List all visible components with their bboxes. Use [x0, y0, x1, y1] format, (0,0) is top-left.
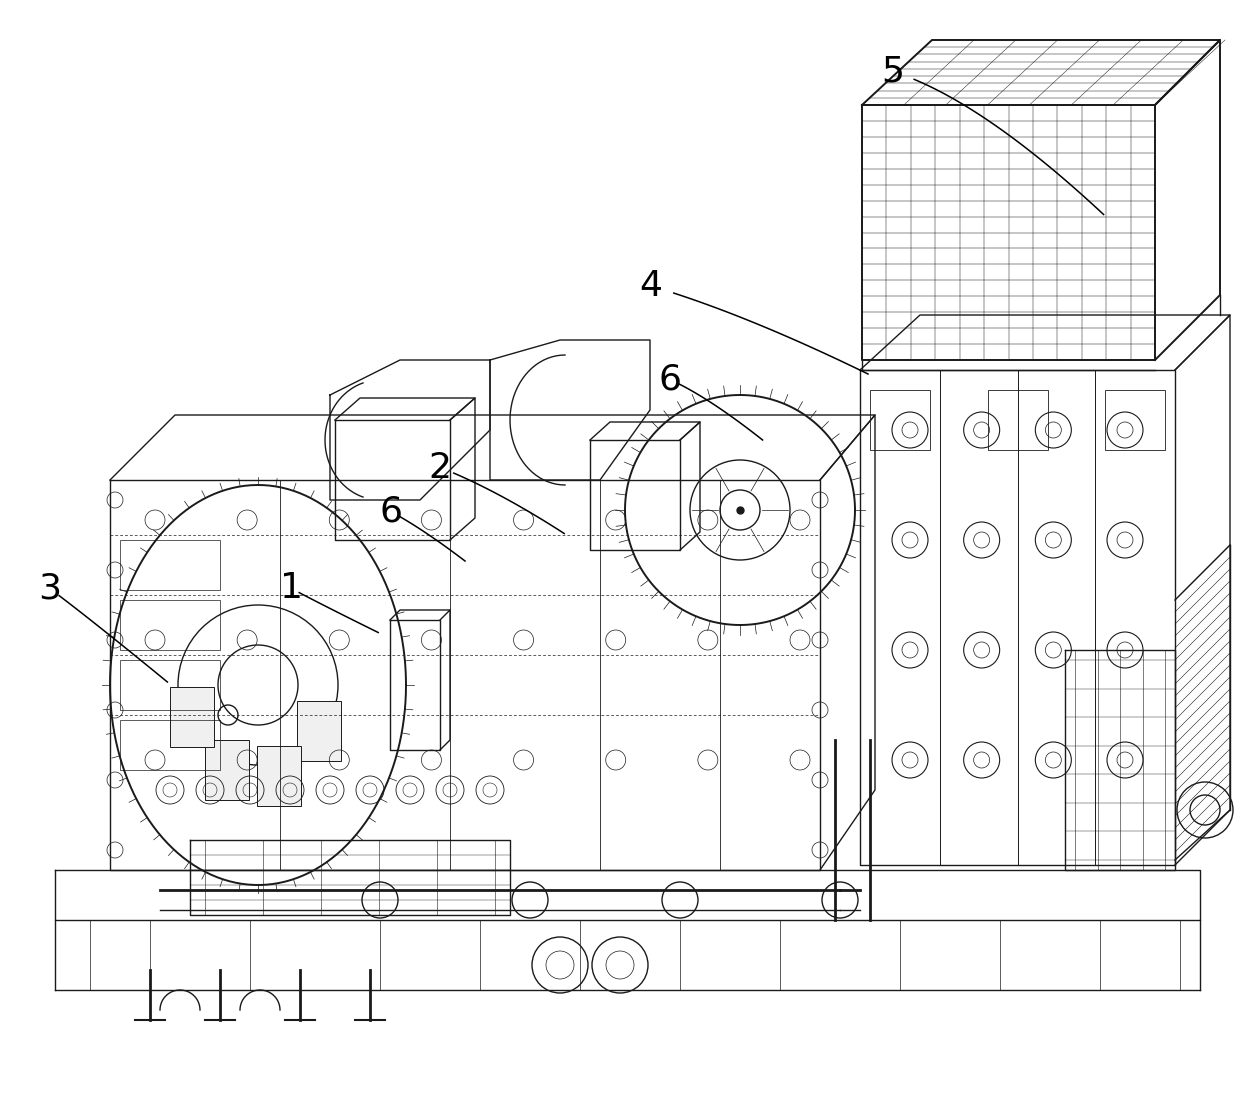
Bar	[870, 390, 930, 450]
Bar	[205, 740, 249, 800]
Text: 1: 1	[280, 572, 303, 605]
Text: 6: 6	[379, 495, 402, 528]
Bar	[120, 720, 219, 770]
Text: 2: 2	[429, 451, 451, 484]
Bar	[120, 600, 219, 650]
Text: 3: 3	[38, 572, 61, 605]
Text: 6: 6	[658, 363, 681, 396]
Bar	[120, 540, 219, 590]
Text: 5: 5	[882, 55, 904, 88]
Bar	[120, 660, 219, 710]
Bar	[1105, 390, 1166, 450]
Bar	[257, 746, 301, 805]
Bar	[298, 701, 341, 760]
Bar	[987, 390, 1048, 450]
Text: 4: 4	[640, 270, 662, 302]
Bar	[170, 686, 215, 747]
